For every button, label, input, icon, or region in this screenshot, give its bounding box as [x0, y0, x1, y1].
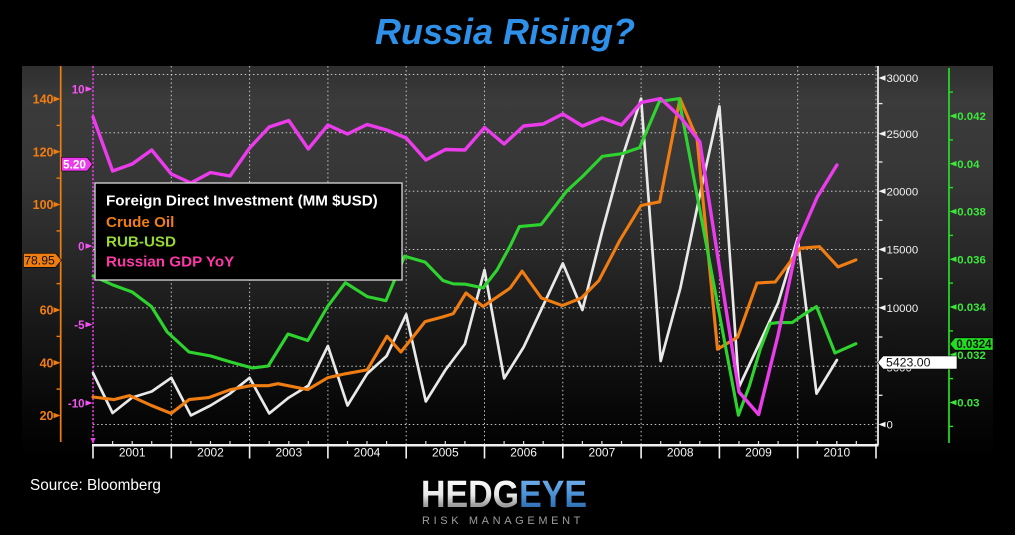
svg-text:78.95: 78.95: [24, 254, 55, 268]
svg-text:20000: 20000: [887, 186, 919, 198]
svg-text:0.034: 0.034: [957, 302, 986, 314]
svg-text:0.0324: 0.0324: [956, 339, 992, 351]
svg-text:0.036: 0.036: [957, 254, 986, 266]
svg-text:15000: 15000: [887, 245, 919, 257]
svg-text:Russian GDP YoY: Russian GDP YoY: [106, 254, 234, 271]
svg-text:2002: 2002: [197, 446, 224, 460]
svg-text:2008: 2008: [667, 446, 694, 460]
svg-text:0.042: 0.042: [957, 111, 986, 123]
svg-text:120: 120: [33, 145, 54, 159]
svg-text:HEDGEYE: HEDGEYE: [421, 474, 587, 516]
svg-text:0.038: 0.038: [957, 207, 986, 219]
svg-text:140: 140: [33, 93, 54, 107]
svg-text:30000: 30000: [887, 73, 919, 85]
svg-text:2007: 2007: [589, 446, 616, 460]
svg-text:40: 40: [40, 356, 54, 370]
svg-text:5423.00: 5423.00: [886, 356, 931, 370]
svg-text:2005: 2005: [432, 446, 459, 460]
svg-text:2009: 2009: [745, 446, 772, 460]
svg-text:Russia Rising?: Russia Rising?: [375, 11, 635, 52]
svg-text:2004: 2004: [354, 446, 381, 460]
svg-text:5.20: 5.20: [63, 157, 86, 171]
svg-text:0: 0: [887, 420, 893, 432]
svg-text:-10: -10: [68, 399, 85, 411]
svg-text:Foreign Direct Investment (MM: Foreign Direct Investment (MM $USD): [106, 193, 378, 210]
svg-text:Crude Oil: Crude Oil: [106, 214, 174, 231]
svg-text:60: 60: [40, 304, 54, 318]
svg-text:20: 20: [40, 409, 54, 423]
svg-text:2001: 2001: [119, 446, 146, 460]
svg-text:RUB-USD: RUB-USD: [106, 234, 176, 251]
svg-text:10000: 10000: [887, 303, 919, 315]
svg-text:2006: 2006: [510, 446, 537, 460]
svg-text:Source: Bloomberg: Source: Bloomberg: [30, 477, 161, 494]
svg-text:0.03: 0.03: [957, 398, 979, 410]
svg-text:10: 10: [72, 85, 85, 97]
svg-text:2010: 2010: [823, 446, 850, 460]
svg-text:25000: 25000: [887, 129, 919, 141]
svg-text:0.04: 0.04: [957, 159, 980, 171]
svg-text:2003: 2003: [275, 446, 302, 460]
svg-text:100: 100: [33, 198, 54, 212]
svg-text:0: 0: [78, 242, 84, 254]
svg-text:-5: -5: [74, 320, 85, 332]
svg-text:RISK MANAGEMENT: RISK MANAGEMENT: [422, 515, 585, 527]
svg-text:0.032: 0.032: [957, 350, 986, 362]
